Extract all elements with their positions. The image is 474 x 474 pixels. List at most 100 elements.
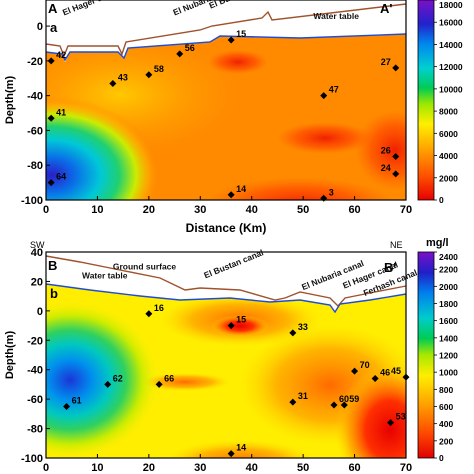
well-marker [402, 373, 410, 381]
panel-a-red-zone-right [355, 110, 406, 190]
colorbar-tick-label: 200 [439, 436, 453, 446]
well-label: 61 [72, 396, 82, 406]
well-marker [63, 403, 71, 410]
colorbar-tick-label: 4000 [439, 151, 458, 161]
panel-b-dir-left: SW [30, 240, 45, 250]
panel-a-sky [46, 0, 406, 34]
well-label: 53 [396, 412, 406, 422]
panel-b-colorbar-unit: mg/l [426, 237, 449, 249]
well-marker [330, 401, 338, 409]
y-tick-label: 20 [31, 276, 43, 288]
panel-b-plot-frame [45, 251, 407, 459]
panel-a-red-zone-top [208, 50, 268, 74]
well-label: 64 [56, 172, 66, 182]
y-tick-label: -40 [27, 91, 43, 103]
well-marker [155, 380, 163, 388]
well-marker [371, 375, 379, 383]
well-label: 15 [236, 29, 246, 39]
panel-b-ground-surface-line [45, 255, 407, 308]
annotation-label: Water table [313, 11, 359, 21]
panel-b-ylabel: Depth(m) [4, 331, 16, 380]
panel-b-wells: 16 15 33 66 62 61 31 70 46 45 60 59 53 14 [63, 303, 410, 458]
well-marker [392, 170, 400, 178]
y-tick-label: -20 [27, 335, 43, 347]
colorbar-tick-label: 2000 [439, 173, 458, 183]
x-tick-label: 30 [194, 204, 206, 216]
well-label: 3 [329, 187, 334, 197]
panel-b-orange-zone-bottom [166, 440, 314, 458]
x-tick-label: 0 [43, 204, 49, 216]
y-tick-label: 40 [31, 247, 43, 259]
colorbar-tick-label: 1000 [439, 368, 458, 378]
x-tick-label: 20 [143, 204, 155, 216]
colorbar-tick-label: 0 [439, 195, 444, 205]
panel-b-colorbar: mg/l 0 200 400 600 800 1000 1200 1400 1600 1800 20… [417, 237, 458, 463]
x-tick-label: 40 [246, 204, 258, 216]
well-label: 42 [56, 50, 66, 60]
colorbar-tick-label: 16000 [439, 18, 463, 28]
y-tick-label: -60 [27, 394, 43, 406]
well-marker [392, 153, 400, 161]
colorbar-tick-label: 8000 [439, 107, 458, 117]
x-tick-label: 60 [348, 204, 360, 216]
panel-b-colorbar-ramp [417, 251, 435, 459]
panel-a-corner-left: A [48, 1, 58, 16]
well-marker [227, 450, 235, 458]
well-marker [104, 380, 112, 388]
well-marker [145, 310, 153, 318]
well-label: 45 [391, 366, 401, 376]
colorbar-tick-label: 12000 [439, 62, 463, 72]
well-label: 16 [154, 303, 164, 313]
y-tick-label: -80 [27, 160, 43, 172]
colorbar-tick-label: 1400 [439, 333, 458, 343]
well-label: 27 [381, 57, 391, 67]
well-label: 47 [329, 85, 339, 95]
well-marker [340, 401, 348, 409]
well-marker [109, 79, 117, 87]
well-marker [320, 92, 328, 100]
colorbar-tick-label: 14000 [439, 40, 463, 50]
panel-a-red-zone-center [277, 122, 373, 154]
y-tick-label: 0 [37, 306, 43, 318]
colorbar-tick-label: 2400 [439, 252, 458, 262]
x-tick-label: 50 [297, 462, 309, 474]
x-tick-label: 40 [246, 462, 258, 474]
panel-a-plot-frame [45, 0, 407, 201]
well-label: 70 [360, 360, 370, 370]
colorbar-tick-label: 0 [439, 453, 444, 463]
panel-b-orange-zone-mid [140, 373, 230, 391]
well-marker [227, 322, 235, 330]
colorbar-tick-label: 800 [439, 385, 453, 395]
panel-a-colorbar: 0 2000 4000 6000 8000 10000 12000 14000 16000 180… [417, 0, 463, 205]
well-marker [47, 179, 55, 187]
annotation-label: Water table [82, 270, 128, 280]
panel-a-ground-surface-line [45, 3, 407, 58]
well-label: 14 [236, 184, 246, 194]
well-label: 14 [236, 443, 246, 453]
colorbar-tick-label: 1600 [439, 316, 458, 326]
well-marker [145, 71, 153, 79]
well-label: 46 [380, 368, 390, 378]
panel-a-ylabel: Depth(m) [4, 76, 16, 125]
panel-a-low-salinity-blob [46, 97, 160, 200]
annotation-label: Ground surface [113, 262, 177, 272]
colorbar-tick-label: 2000 [439, 282, 458, 292]
well-label: 31 [298, 391, 308, 401]
panel-a-field [46, 0, 406, 200]
well-label: 24 [381, 163, 391, 173]
well-label: 56 [185, 43, 195, 53]
panel-a-axes: 0 10 20 30 40 50 60 70 0 -20 -40 -60 -80 -100 [21, 21, 412, 216]
x-tick-label: 30 [194, 462, 206, 474]
panel-b-red-zone-top [210, 315, 270, 337]
colorbar-tick-label: 10000 [439, 84, 463, 94]
panel-b-sky-mask [46, 280, 406, 312]
panel-a-corner-right: A' [380, 1, 392, 16]
y-tick-label: -40 [27, 365, 43, 377]
colorbar-tick-label: 400 [439, 419, 453, 429]
y-tick-label: -80 [27, 424, 43, 436]
colorbar-tick-label: 6000 [439, 129, 458, 139]
well-label: 59 [349, 394, 359, 404]
well-marker [47, 114, 55, 122]
well-marker [387, 419, 395, 427]
